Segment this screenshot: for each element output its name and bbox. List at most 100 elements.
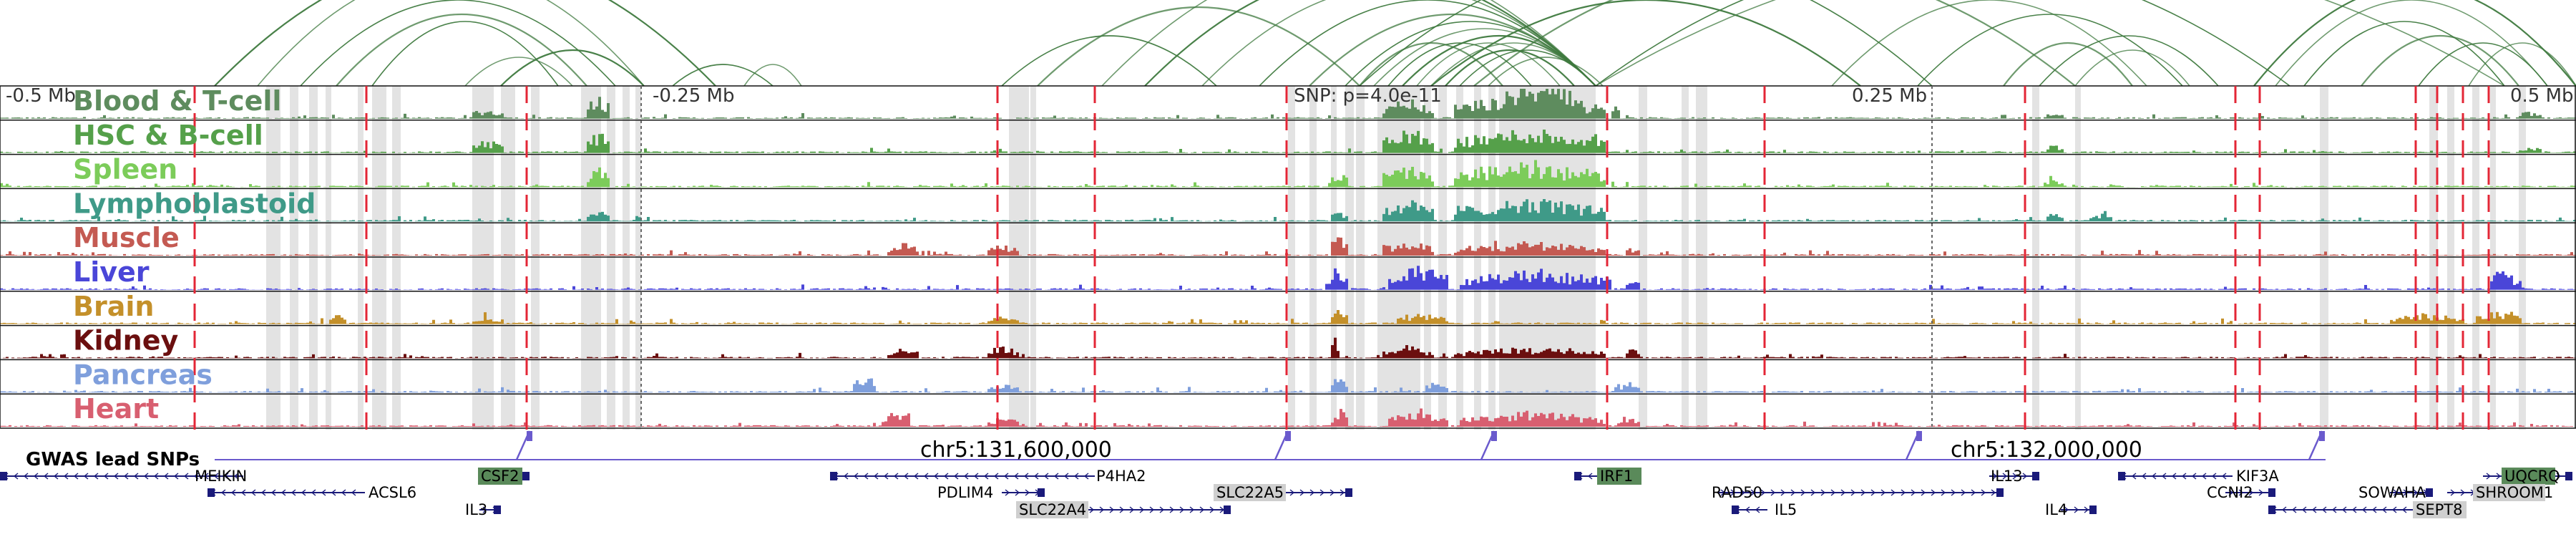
strand-arrow [1921, 489, 1926, 496]
strand-arrow [2450, 489, 2456, 496]
highlight-band [501, 86, 515, 430]
strand-arrow [1099, 506, 1105, 513]
strand-arrow [1139, 506, 1145, 513]
gene-label: ACSL6 [369, 484, 416, 501]
interaction-arc [257, 0, 645, 87]
gene-label: P4HA2 [1096, 468, 1146, 485]
gene-label: SHROOM1 [2476, 484, 2553, 501]
gene-kif3a: KIF3A [2118, 468, 2279, 485]
strand-arrow [63, 473, 69, 480]
strand-arrow [2311, 506, 2317, 513]
gene-exon [1732, 505, 1739, 514]
strand-arrow [2556, 473, 2562, 480]
scale-right-label: 0.5 Mb [2510, 85, 2574, 107]
interaction-arc [2418, 42, 2548, 87]
gwas-label: GWAS lead SNPs [26, 449, 200, 470]
gene-highlight [1016, 501, 1088, 518]
gene-label: IL4 [2045, 501, 2067, 518]
highlight-band [290, 86, 298, 430]
gene-label: RAD50 [1712, 484, 1762, 501]
gene-highlight [2413, 501, 2467, 518]
strand-arrow [113, 473, 119, 480]
strand-arrow [1083, 473, 1089, 480]
interaction-arc [1359, 0, 1933, 87]
highlight-band [2032, 86, 2039, 430]
track-5 [0, 222, 2576, 257]
interaction-arc [1595, 0, 2290, 87]
strand-arrow [291, 489, 296, 496]
gene-track: MEIKIN CSF2 P4HA2 IRF1 IL13 KIF3A UQCRQ ACSL6 PD… [0, 468, 2572, 518]
gene-highlight [1597, 468, 1641, 485]
highlight-band [1682, 86, 1689, 430]
highlight-band [1488, 86, 1496, 430]
gene-meikin: MEIKIN [0, 468, 247, 485]
strand-arrow [1299, 489, 1305, 496]
highlight-band [635, 86, 641, 430]
strand-arrow [301, 489, 306, 496]
track-label: Blood & T-cell [73, 85, 281, 117]
gene-exon [2426, 488, 2433, 497]
strand-arrow [123, 473, 129, 480]
interaction-arc [1259, 0, 1596, 87]
gene-exon [1996, 488, 2004, 497]
strand-arrow [973, 473, 979, 480]
strand-arrow [2391, 506, 2397, 513]
strand-arrow [2460, 489, 2466, 496]
strand-arrow [2331, 506, 2337, 513]
strand-arrow [2371, 506, 2377, 513]
strand-arrow [13, 473, 19, 480]
strand-arrow [2002, 473, 2008, 480]
gene-label: MEIKIN [195, 468, 247, 485]
strand-arrow [2351, 506, 2357, 513]
strand-arrow [2181, 473, 2187, 480]
track-7 [0, 291, 2576, 326]
strand-arrow [1053, 473, 1059, 480]
gwas-snp-marker [1285, 431, 1291, 441]
highlight-band [372, 86, 386, 430]
gene-sept8: SEPT8 [2268, 501, 2467, 518]
interaction-arc [1445, 49, 1575, 87]
gene-label: KIF3A [2236, 468, 2279, 485]
strand-arrow [1880, 489, 1886, 496]
gwas-snp-marker [527, 431, 532, 441]
highlight-band [1331, 86, 1337, 430]
strand-arrow [1951, 489, 1956, 496]
scale-quarter-right-label: 0.25 Mb [1852, 85, 1927, 107]
gene-label: SLC22A5 [1216, 484, 1284, 501]
strand-arrow [933, 473, 939, 480]
strand-arrow [1199, 506, 1205, 513]
highlight-band [581, 86, 601, 430]
strand-arrow [73, 473, 79, 480]
highlight-band [309, 86, 318, 430]
gene-il3: IL3 [465, 501, 501, 518]
strand-arrow [1013, 473, 1019, 480]
strand-arrow [953, 473, 959, 480]
strand-arrow [1830, 489, 1836, 496]
strand-arrow [1005, 489, 1010, 496]
gene-csf2: CSF2 [478, 468, 530, 485]
strand-arrow [1089, 506, 1095, 513]
gene-irf1: IRF1 [1574, 468, 1641, 485]
interaction-arc [371, 21, 559, 87]
interaction-arcs [214, 0, 2576, 87]
strand-arrow [2321, 506, 2327, 513]
strand-arrow [43, 473, 49, 480]
strand-arrow [183, 473, 189, 480]
strand-arrow [230, 489, 236, 496]
strand-arrow [1023, 473, 1029, 480]
strand-arrow [1850, 489, 1856, 496]
interaction-arc [464, 57, 573, 87]
strand-arrow [33, 473, 39, 480]
highlight-band [1424, 86, 1431, 430]
gene-exon [2032, 472, 2039, 480]
highlight-band [1474, 86, 1481, 430]
strand-arrow [1073, 473, 1079, 480]
strand-arrow [2012, 473, 2018, 480]
gene-shroom1: SHROOM1 [2447, 484, 2553, 501]
strand-arrow [913, 473, 919, 480]
strand-arrow [103, 473, 109, 480]
highlight-band [358, 86, 364, 430]
gene-exon [1224, 505, 1231, 514]
strand-arrow [482, 506, 488, 513]
